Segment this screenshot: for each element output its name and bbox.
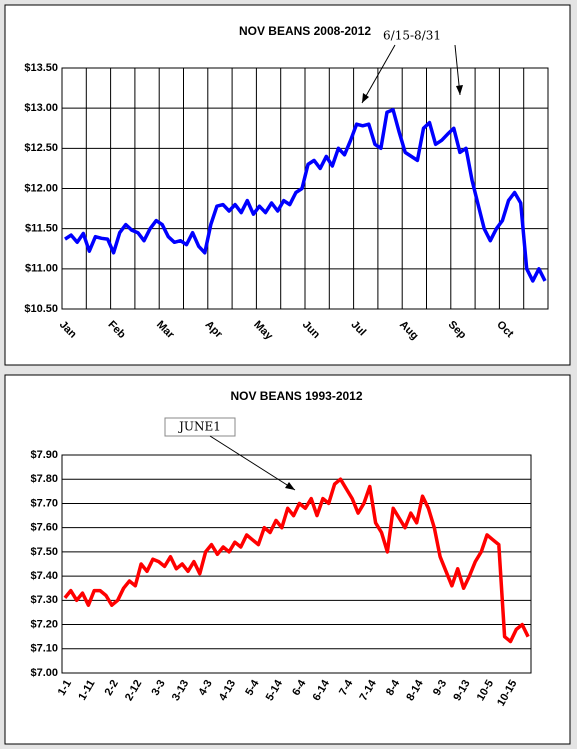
y-tick-label: $7.60 bbox=[30, 522, 58, 534]
y-tick-label: $11.00 bbox=[25, 263, 58, 275]
plot-frame bbox=[61, 454, 532, 674]
annotation-arrow bbox=[361, 44, 396, 104]
y-tick-label: $11.50 bbox=[25, 223, 58, 235]
y-tick-label: $10.50 bbox=[24, 303, 58, 315]
y-tick-label: $12.00 bbox=[24, 182, 58, 194]
annotation: 6/15-8/31 bbox=[383, 29, 441, 43]
data-line bbox=[64, 108, 547, 283]
chart-title: NOV BEANS 1993-2012 bbox=[230, 389, 362, 403]
y-tick-label: $13.00 bbox=[24, 102, 58, 114]
chart-title: NOV BEANS 2008-2012 bbox=[239, 24, 371, 38]
y-tick-label: $7.00 bbox=[30, 667, 58, 679]
arrow-head bbox=[456, 85, 463, 95]
y-tick-label: $7.70 bbox=[30, 497, 58, 509]
y-tick-label: $7.10 bbox=[30, 643, 58, 655]
plot-frame bbox=[61, 67, 549, 310]
chart-panel bbox=[4, 4, 571, 366]
y-tick-label: $7.20 bbox=[30, 618, 58, 630]
data-line bbox=[63, 477, 530, 644]
annotation-arrow bbox=[209, 435, 296, 491]
arrow-head bbox=[285, 482, 295, 490]
annotation-box bbox=[164, 417, 236, 437]
y-tick-label: $12.50 bbox=[24, 142, 58, 154]
annotation: JUNE1 bbox=[177, 420, 221, 434]
arrow-head bbox=[362, 93, 369, 103]
y-tick-label: $7.40 bbox=[30, 570, 58, 582]
y-tick-label: $7.30 bbox=[30, 594, 58, 606]
y-tick-label: $7.50 bbox=[30, 546, 58, 558]
y-tick-label: $7.80 bbox=[30, 473, 58, 485]
y-tick-label: $13.50 bbox=[24, 62, 58, 74]
y-tick-label: $7.90 bbox=[30, 449, 58, 461]
